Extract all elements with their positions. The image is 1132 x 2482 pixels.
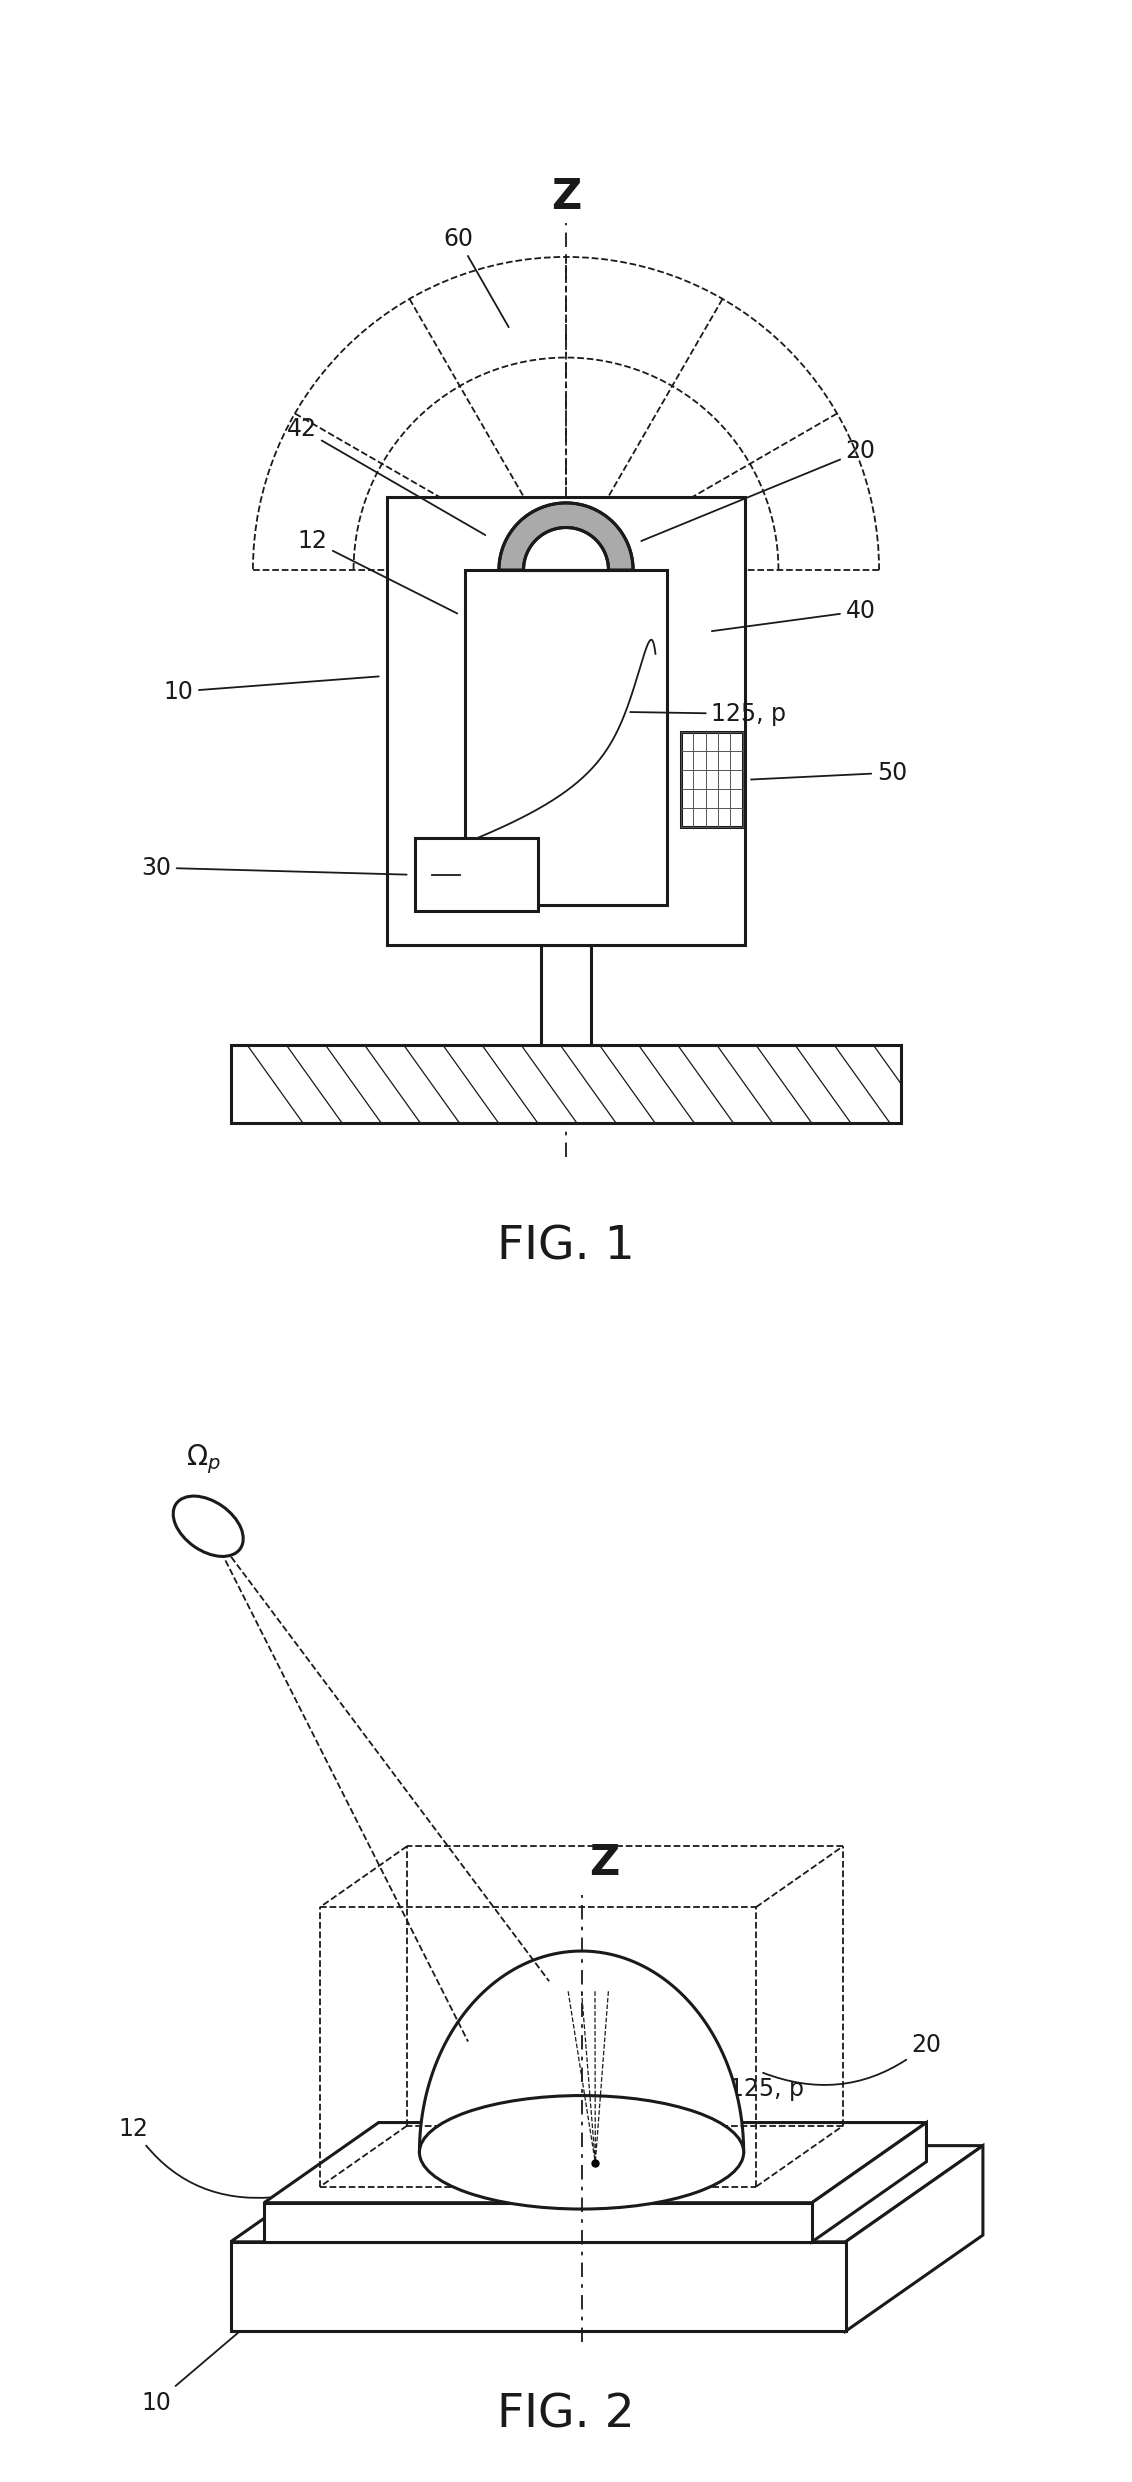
Bar [231, 1045, 901, 1124]
Ellipse shape [420, 2095, 744, 2209]
Text: 42: 42 [286, 417, 486, 536]
Polygon shape [264, 2202, 812, 2241]
Bar [465, 571, 667, 906]
Polygon shape [846, 2144, 983, 2331]
Text: 50: 50 [751, 759, 907, 784]
Bar [415, 839, 538, 911]
Text: 20: 20 [763, 2033, 942, 2085]
Text: Z: Z [551, 176, 581, 218]
Text: $\Omega_p$: $\Omega_p$ [186, 1442, 221, 1477]
Text: Z: Z [589, 1842, 619, 1884]
Text: FIG. 1: FIG. 1 [497, 1224, 635, 1268]
Ellipse shape [173, 1497, 243, 1556]
Polygon shape [231, 2241, 846, 2331]
Text: 40: 40 [712, 598, 875, 630]
Text: FIG. 2: FIG. 2 [497, 2393, 635, 2437]
Text: 20: 20 [641, 439, 875, 541]
Text: 12: 12 [298, 529, 457, 613]
Text: 10: 10 [142, 2321, 251, 2415]
Polygon shape [499, 504, 633, 571]
Text: 60: 60 [443, 226, 508, 328]
Text: 30: 30 [142, 856, 406, 879]
Text: 125, p: 125, p [631, 702, 787, 725]
Bar [387, 496, 745, 946]
Text: 10: 10 [163, 678, 379, 702]
Polygon shape [264, 2122, 926, 2202]
Bar [541, 946, 591, 1045]
Polygon shape [420, 1951, 744, 2152]
Polygon shape [231, 2144, 983, 2241]
Text: 12: 12 [119, 2117, 273, 2199]
Bar [681, 732, 743, 827]
Polygon shape [812, 2122, 926, 2241]
Text: 125, p: 125, p [609, 2077, 805, 2157]
